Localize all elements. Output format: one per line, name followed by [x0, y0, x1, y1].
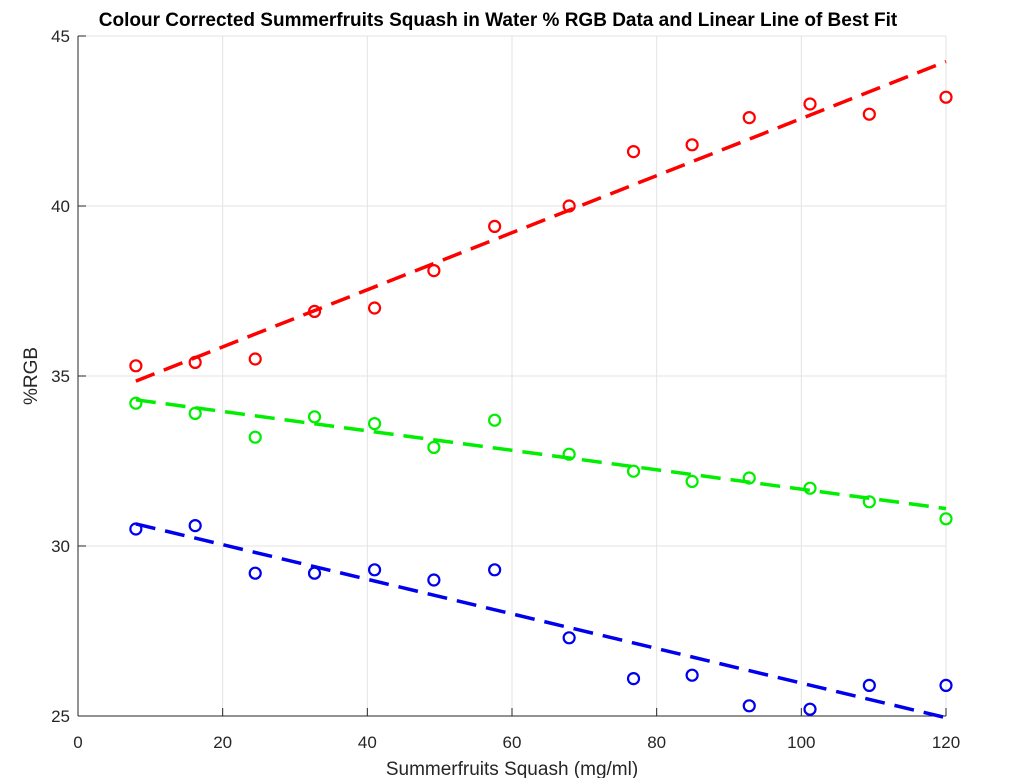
- data-point: [939, 678, 953, 693]
- data-point: [129, 359, 143, 373]
- data-point: [562, 447, 576, 461]
- x-axis-label: Summerfruits Squash (mg/ml): [386, 759, 638, 778]
- data-point: [685, 668, 699, 682]
- data-point: [307, 566, 322, 580]
- data-point: [862, 678, 876, 693]
- data-point: [129, 522, 143, 536]
- fit-line-0: [135, 59, 947, 383]
- data-point: [803, 97, 817, 111]
- x-tick-label: 80: [647, 733, 666, 752]
- data-point: [862, 495, 876, 509]
- data-point: [367, 417, 382, 431]
- x-tick-label: 120: [932, 733, 960, 752]
- data-point: [626, 671, 641, 686]
- data-points: [129, 90, 953, 716]
- data-point: [427, 440, 441, 454]
- fit-line-1: [135, 398, 947, 511]
- y-axis-label: %RGB: [21, 347, 42, 405]
- axes: [77, 35, 947, 717]
- y-tick-label: 45: [51, 27, 70, 46]
- data-point: [248, 566, 262, 580]
- x-tick-label: 40: [358, 733, 377, 752]
- data-point: [862, 107, 876, 121]
- data-point: [626, 464, 641, 478]
- data-point: [427, 573, 441, 587]
- data-point: [626, 145, 641, 159]
- tick-labels: 0 20 40 60 80 100 120 25 30 35 40 45: [51, 27, 960, 752]
- data-point: [188, 406, 202, 420]
- y-tick-label: 30: [51, 537, 70, 556]
- y-tick-label: 25: [51, 707, 70, 726]
- data-point: [685, 138, 699, 152]
- data-point: [562, 199, 576, 213]
- data-point: [742, 699, 756, 713]
- data-point: [562, 631, 576, 645]
- x-tick-label: 20: [213, 733, 232, 752]
- data-point: [427, 264, 441, 278]
- data-point: [803, 481, 817, 495]
- data-point: [307, 410, 322, 424]
- data-point: [488, 219, 502, 233]
- data-point: [248, 430, 262, 444]
- x-tick-label: 100: [787, 733, 815, 752]
- grid-lines: [77, 35, 947, 717]
- data-point: [129, 396, 143, 410]
- data-point: [367, 301, 382, 315]
- y-tick-label: 40: [51, 197, 70, 216]
- data-point: [188, 355, 202, 369]
- data-point: [488, 563, 502, 577]
- data-point: [803, 702, 817, 716]
- data-point: [188, 518, 202, 533]
- y-tick-label: 35: [51, 367, 70, 386]
- x-tick-label: 60: [503, 733, 522, 752]
- data-point: [248, 352, 262, 366]
- data-point: [307, 304, 322, 318]
- fit-lines: [135, 59, 947, 720]
- data-point: [939, 512, 953, 526]
- data-point: [367, 563, 382, 577]
- fit-line-2: [135, 522, 947, 720]
- data-point: [742, 471, 756, 485]
- data-point: [939, 90, 953, 104]
- data-point: [742, 110, 756, 125]
- x-tick-label: 0: [73, 733, 82, 752]
- data-point: [488, 413, 502, 427]
- chart-title: Colour Corrected Summerfruits Squash in …: [99, 10, 898, 31]
- data-point: [685, 474, 699, 488]
